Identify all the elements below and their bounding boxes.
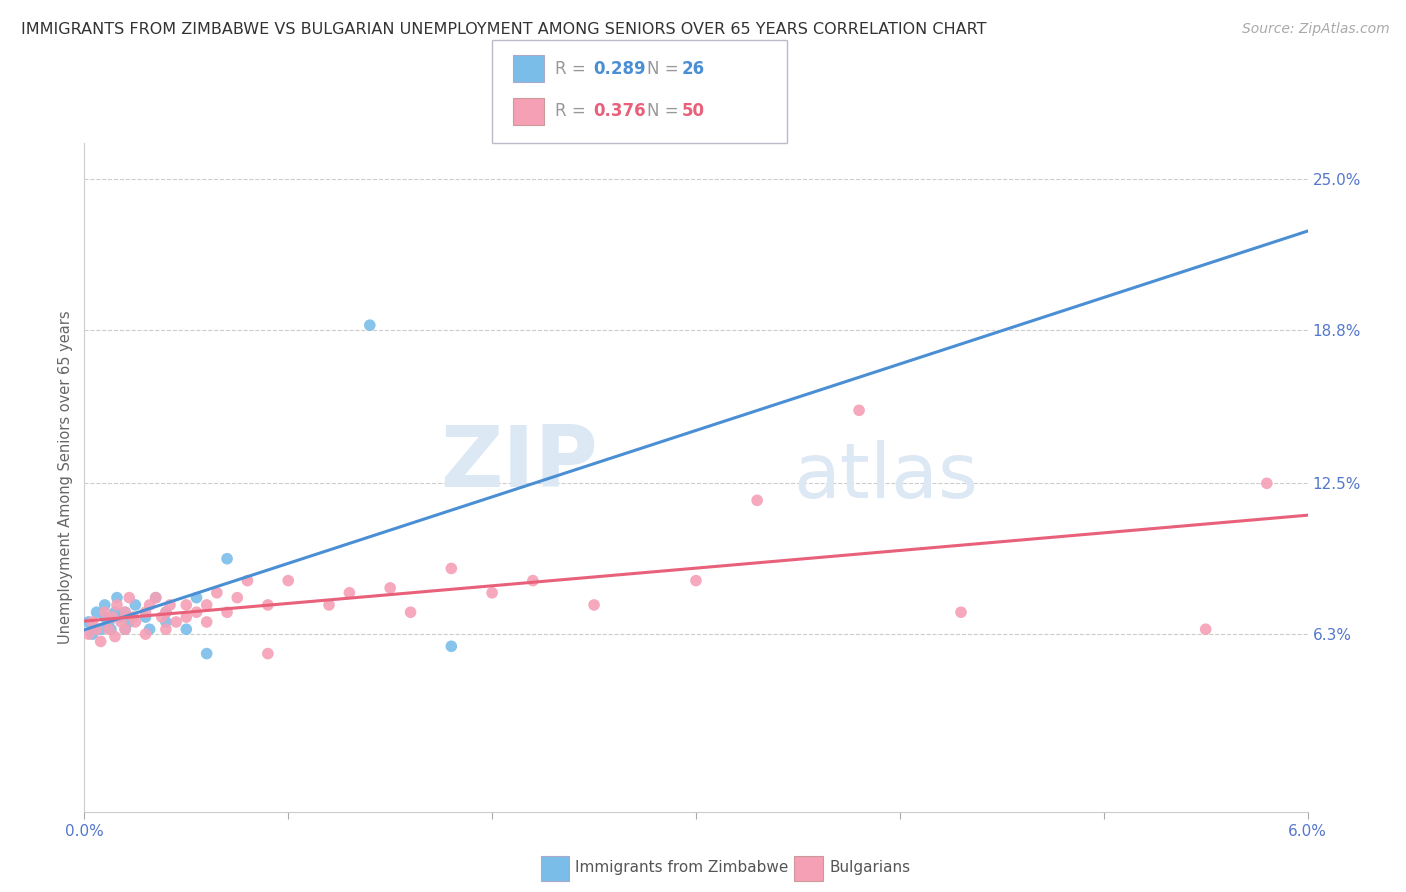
Point — [440, 640, 463, 654]
Point — [110, 610, 132, 624]
Point — [90, 622, 112, 636]
Point — [257, 598, 280, 612]
Text: IMMIGRANTS FROM ZIMBABWE VS BULGARIAN UNEMPLOYMENT AMONG SENIORS OVER 65 YEARS C: IMMIGRANTS FROM ZIMBABWE VS BULGARIAN UN… — [21, 22, 987, 37]
Point — [110, 615, 132, 629]
Point — [90, 634, 112, 648]
Text: 26: 26 — [682, 60, 704, 78]
Text: 50: 50 — [682, 103, 704, 120]
Point — [217, 551, 239, 566]
Point — [104, 605, 127, 619]
Point — [93, 598, 115, 612]
Text: R =: R = — [555, 103, 592, 120]
Point — [950, 605, 973, 619]
Point — [339, 586, 361, 600]
Point — [1256, 476, 1278, 491]
Text: 0.376: 0.376 — [593, 103, 645, 120]
Point — [114, 605, 136, 619]
Text: Source: ZipAtlas.com: Source: ZipAtlas.com — [1241, 22, 1389, 37]
Point — [155, 605, 177, 619]
Point — [195, 615, 218, 629]
Point — [101, 610, 124, 624]
Point — [82, 615, 104, 629]
Point — [481, 586, 503, 600]
Text: R =: R = — [555, 60, 592, 78]
Point — [138, 598, 160, 612]
Point — [174, 598, 197, 612]
Point — [195, 647, 218, 661]
Point — [86, 605, 108, 619]
Point — [380, 581, 402, 595]
Point — [86, 622, 108, 636]
Text: ZIP: ZIP — [440, 422, 598, 506]
Point — [122, 610, 145, 624]
Point — [217, 605, 239, 619]
Point — [105, 598, 128, 612]
Point — [440, 561, 463, 575]
Point — [1195, 622, 1218, 636]
Point — [97, 615, 120, 629]
Text: N =: N = — [647, 103, 683, 120]
Point — [257, 647, 280, 661]
Point — [155, 605, 177, 619]
Point — [155, 615, 177, 629]
Point — [135, 605, 157, 619]
Point — [118, 591, 141, 605]
Point — [165, 615, 187, 629]
Point — [195, 598, 218, 612]
Point — [105, 591, 128, 605]
Point — [135, 610, 157, 624]
Point — [174, 622, 197, 636]
Text: N =: N = — [647, 60, 683, 78]
Point — [118, 615, 141, 629]
Y-axis label: Unemployment Among Seniors over 65 years: Unemployment Among Seniors over 65 years — [58, 310, 73, 644]
Point — [100, 622, 122, 636]
Text: Bulgarians: Bulgarians — [830, 860, 911, 874]
Point — [135, 627, 157, 641]
Point — [124, 598, 146, 612]
Point — [104, 630, 127, 644]
Point — [124, 615, 146, 629]
Point — [359, 318, 381, 333]
Point — [145, 591, 167, 605]
Point — [138, 622, 160, 636]
Point — [159, 598, 181, 612]
Text: 0.289: 0.289 — [593, 60, 645, 78]
Point — [583, 598, 606, 612]
Point — [186, 591, 208, 605]
Point — [522, 574, 544, 588]
Point — [93, 610, 115, 624]
Point — [145, 591, 167, 605]
Point — [77, 615, 100, 629]
Point — [174, 610, 197, 624]
Text: Immigrants from Zimbabwe: Immigrants from Zimbabwe — [575, 860, 789, 874]
Point — [747, 493, 769, 508]
Point — [97, 622, 120, 636]
Point — [226, 591, 249, 605]
Point — [150, 610, 173, 624]
Point — [236, 574, 259, 588]
Point — [205, 586, 228, 600]
Point — [318, 598, 340, 612]
Point — [82, 627, 104, 641]
Point — [114, 605, 136, 619]
Point — [186, 605, 208, 619]
Point — [155, 622, 177, 636]
Point — [114, 622, 136, 636]
Point — [399, 605, 422, 619]
Point — [277, 574, 299, 588]
Point — [848, 403, 870, 417]
Point — [93, 605, 115, 619]
Point — [77, 627, 100, 641]
Point — [114, 622, 136, 636]
Point — [685, 574, 707, 588]
Text: atlas: atlas — [794, 441, 979, 514]
